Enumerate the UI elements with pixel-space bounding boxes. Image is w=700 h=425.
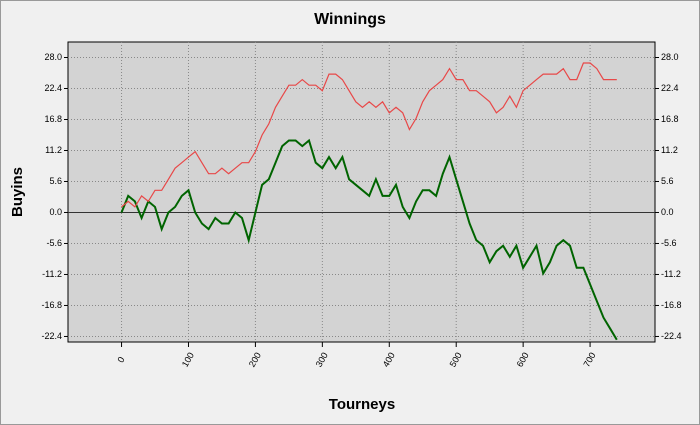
y2-tick-label: -11.2	[661, 269, 681, 279]
y-tick-label: -11.2	[42, 269, 62, 279]
plot-area	[67, 41, 656, 343]
y2-tick-label: 0.0	[661, 207, 674, 217]
y2-tick-label: 5.6	[661, 176, 674, 186]
series-line	[121, 62, 617, 208]
y2-tick-label: 16.8	[661, 114, 679, 124]
y-tick-label: 28.0	[44, 52, 62, 62]
y-tick-label: 5.6	[49, 176, 62, 186]
y-tick-label: -22.4	[41, 331, 62, 341]
y2-tick-label: 11.2	[661, 145, 678, 155]
y-tick-label: -16.8	[41, 300, 62, 310]
y-tick-label: 0.0	[49, 207, 62, 217]
series-line	[120, 138, 618, 341]
y2-tick-label: 28.0	[661, 52, 679, 62]
chart-title: Winnings	[314, 11, 386, 28]
y2-tick-label: -16.8	[661, 300, 682, 310]
y2-tick-label: -22.4	[661, 331, 682, 341]
y-tick-label: 16.8	[44, 114, 62, 124]
y-tick-label: -5.6	[46, 238, 62, 248]
y-tick-label: 22.4	[44, 83, 62, 93]
y-axis-title: Buyins	[9, 167, 26, 217]
y-tick-label: 11.2	[45, 145, 62, 155]
y2-tick-label: -5.6	[661, 238, 677, 248]
x-tick-label: 0	[115, 355, 126, 364]
x-axis-title: Tourneys	[329, 396, 395, 413]
y2-tick-label: 22.4	[661, 83, 679, 93]
